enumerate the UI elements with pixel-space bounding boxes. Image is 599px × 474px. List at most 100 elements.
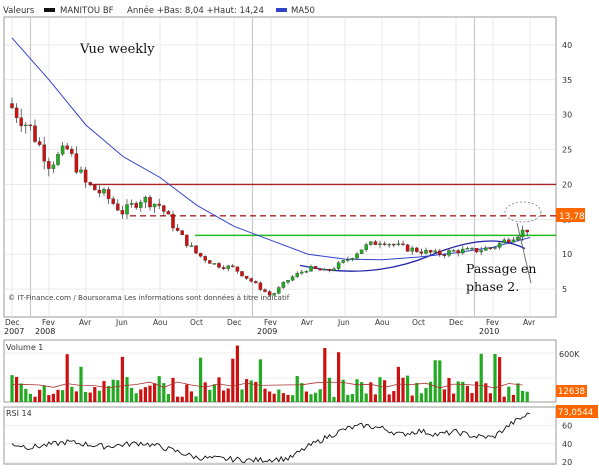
- candle-down: [249, 278, 253, 282]
- price-axis-tick: 20: [562, 180, 572, 189]
- candle-down: [525, 229, 529, 233]
- volume-bar: [272, 393, 276, 402]
- volume-bar: [231, 358, 235, 402]
- candle-up: [56, 153, 60, 165]
- volume-bar: [258, 359, 262, 402]
- candle-down: [373, 241, 378, 245]
- rsi-axis-ticks: 60 40 20: [562, 421, 572, 467]
- candle-up: [451, 250, 456, 252]
- volume-bar: [452, 393, 456, 402]
- volume-bar: [217, 377, 221, 402]
- volume-bar: [226, 388, 230, 402]
- candle-up: [212, 263, 217, 265]
- volume-bar: [116, 380, 120, 402]
- ma-legend-label: MA50: [291, 6, 315, 16]
- volume-bar: [378, 377, 382, 402]
- volume-bar: [263, 388, 267, 402]
- volume-bar: [447, 378, 451, 402]
- candle-up: [24, 124, 28, 127]
- volume-bar: [79, 366, 83, 402]
- month-label: Oct: [190, 318, 203, 327]
- volume-average-line: [11, 381, 523, 389]
- month-label: Avr: [301, 318, 314, 327]
- candle-down: [42, 144, 46, 162]
- volume-bar: [268, 391, 272, 402]
- candle-up: [323, 269, 327, 271]
- candle-down: [244, 275, 249, 279]
- candle-down: [405, 244, 410, 252]
- rsi-last-box: [556, 405, 598, 418]
- ticker-label: MANITOU BF: [60, 6, 114, 16]
- volume-bar: [479, 353, 483, 402]
- year-label: 2010: [479, 327, 499, 336]
- volume-bar: [286, 394, 290, 402]
- volume-bar: [406, 375, 410, 402]
- candle-up: [60, 145, 65, 155]
- volume-bar: [401, 377, 405, 402]
- candle-down: [83, 169, 88, 183]
- price-axis-tick: 25: [562, 146, 572, 155]
- month-label: Dec: [227, 318, 242, 327]
- volume-bar: [438, 360, 442, 402]
- volume-bar: [498, 357, 502, 402]
- month-labels: Dec Fev Avr Jun Aou Oct Dec Fev Avr Jun Aou Oct Dec F…: [5, 318, 536, 327]
- volume-bar: [120, 356, 124, 402]
- month-label: Oct: [412, 318, 425, 327]
- volume-bar: [318, 389, 322, 402]
- volume-bar: [525, 391, 529, 402]
- volume-bar: [488, 393, 492, 402]
- candle-up: [502, 239, 506, 244]
- view-label: Vue weekly: [79, 42, 155, 57]
- volume-bars: [10, 345, 529, 402]
- volume-bar: [171, 377, 175, 402]
- candle-up: [336, 262, 341, 269]
- candle-down: [327, 269, 332, 271]
- candle-down: [157, 203, 161, 206]
- candle-down: [254, 281, 258, 284]
- candle-up: [272, 293, 276, 296]
- candle-up: [369, 241, 373, 245]
- volume-bar: [277, 389, 281, 402]
- candle-up: [79, 169, 83, 173]
- price-axis-tick: 5: [562, 285, 567, 294]
- candle-down: [203, 256, 207, 261]
- candle-up: [332, 268, 336, 271]
- candle-down: [111, 198, 115, 204]
- volume-bar: [70, 386, 74, 402]
- volume-axis-tick: 600K: [559, 350, 580, 359]
- candle-up: [226, 265, 230, 269]
- candle-up: [139, 201, 143, 208]
- ma-legend-swatch: [276, 8, 287, 12]
- candle-down: [106, 189, 111, 199]
- candle-up: [102, 189, 106, 194]
- volume-bar: [484, 383, 488, 402]
- volume-gridlines: [4, 352, 556, 379]
- month-label: Aou: [153, 318, 168, 327]
- candle-down: [120, 210, 125, 215]
- volume-bar: [332, 396, 336, 402]
- volume-bar: [134, 393, 138, 402]
- candle-down: [267, 291, 272, 296]
- volume-bar: [203, 382, 207, 402]
- series-legend-swatch: [44, 8, 55, 12]
- candle-up: [309, 266, 313, 272]
- time-axis: Dec Fev Avr Jun Aou Oct Dec Fev Avr Jun Aou Oct Dec F…: [4, 318, 536, 336]
- candle-down: [456, 250, 460, 254]
- candle-down: [14, 107, 19, 118]
- rsi-axis-tick: 20: [562, 458, 572, 467]
- candle-up: [497, 242, 502, 248]
- volume-bar: [33, 396, 37, 402]
- candle-up: [300, 271, 304, 274]
- volume-bar: [300, 383, 304, 402]
- candle-down: [415, 247, 419, 252]
- candle-up: [277, 287, 281, 294]
- price-panel-frame: [3, 16, 557, 318]
- candle-down: [19, 117, 23, 127]
- candle-down: [185, 234, 189, 246]
- volume-bar: [88, 392, 92, 402]
- candle-down: [134, 203, 138, 208]
- volume-bar: [465, 385, 469, 402]
- price-panel: Vue weekly Passage en phase 2. © IT-Fina…: [3, 16, 585, 318]
- candle-up: [51, 164, 56, 169]
- volume-bar: [28, 393, 32, 402]
